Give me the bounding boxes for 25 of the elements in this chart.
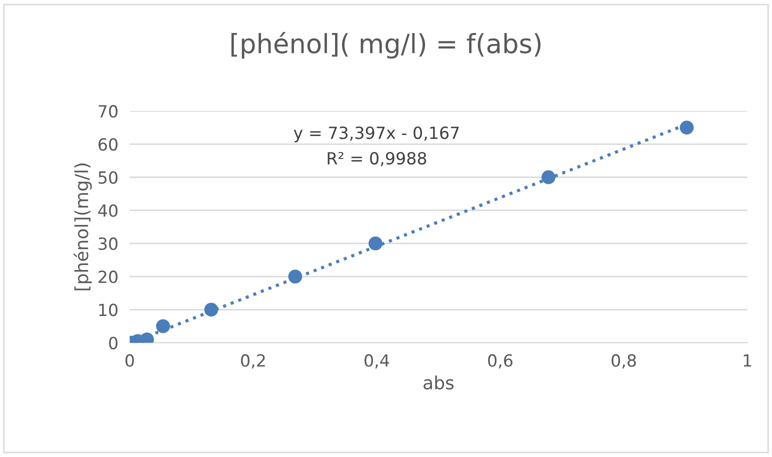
x-tick-label: 0,2 bbox=[241, 354, 265, 368]
point bbox=[680, 120, 694, 135]
y-tick-label: 30 bbox=[98, 237, 118, 250]
x-tick-label: 0,6 bbox=[488, 354, 512, 368]
y-tick-label: 0 bbox=[109, 336, 118, 350]
chart-title: [phénol]( mg/l) = f(abs) bbox=[231, 32, 541, 59]
y-tick-label: 70 bbox=[98, 105, 118, 118]
x-tick-label: 0,4 bbox=[364, 354, 390, 368]
y-tick-label: 20 bbox=[98, 270, 118, 284]
x-tick-label: 0 bbox=[125, 354, 134, 367]
point bbox=[156, 319, 170, 334]
y-tick-label: 60 bbox=[98, 138, 118, 151]
x-axis-title: abs bbox=[424, 376, 454, 390]
point bbox=[204, 302, 218, 317]
point bbox=[541, 170, 556, 184]
y-tick-label: 10 bbox=[99, 304, 118, 316]
point bbox=[368, 236, 382, 250]
y-axis-title: [phénol](mg/l) bbox=[74, 164, 92, 290]
x-tick-label: 1 bbox=[744, 354, 752, 367]
y-tick-label: 50 bbox=[98, 171, 118, 184]
point bbox=[288, 270, 302, 284]
y-tick-label: 40 bbox=[98, 204, 118, 217]
x-tick-label: 0,8 bbox=[612, 354, 636, 368]
annotation: y = 73,397x - 0,167 bbox=[294, 126, 459, 142]
annotation: R² = 0,9988 bbox=[328, 152, 426, 166]
